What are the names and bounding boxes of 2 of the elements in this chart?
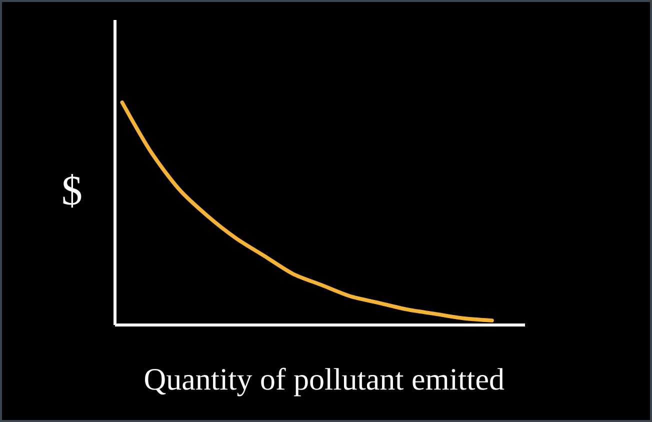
x-axis-title: Quantity of pollutant emitted xyxy=(145,368,504,396)
y-axis-title: $ xyxy=(63,174,82,208)
